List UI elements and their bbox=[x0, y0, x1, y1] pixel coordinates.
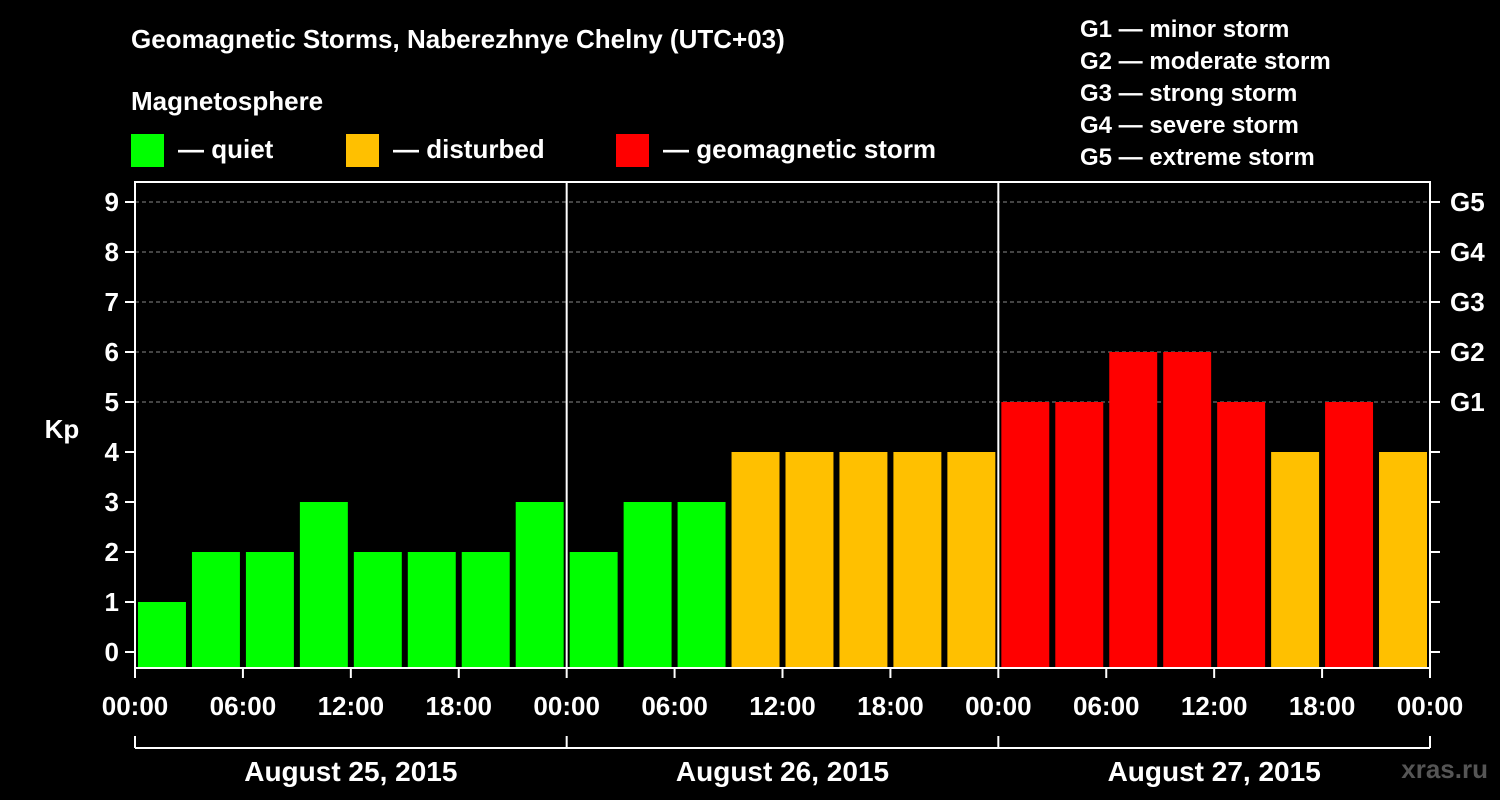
y-tick-label: 3 bbox=[105, 487, 119, 517]
y-tick-label: 4 bbox=[105, 437, 120, 467]
day-label: August 25, 2015 bbox=[244, 756, 457, 787]
y-tick-label: 6 bbox=[105, 337, 119, 367]
x-tick-label: 12:00 bbox=[318, 691, 385, 721]
legend-swatch-storm bbox=[616, 134, 649, 167]
x-tick-label: 18:00 bbox=[426, 691, 493, 721]
kp-bar bbox=[569, 552, 618, 668]
kp-bar bbox=[1325, 402, 1374, 668]
kp-bar bbox=[1379, 452, 1427, 668]
y-tick-label: 7 bbox=[105, 287, 119, 317]
kp-bar bbox=[1163, 352, 1212, 668]
storm-level-g4: G4 — severe storm bbox=[1080, 112, 1299, 139]
kp-bar bbox=[515, 502, 564, 668]
kp-bar bbox=[1271, 452, 1320, 668]
x-tick-label: 00:00 bbox=[533, 691, 600, 721]
storm-level-g3: G3 — strong storm bbox=[1080, 80, 1298, 107]
g-level-label: G2 bbox=[1450, 337, 1485, 367]
x-tick-label: 18:00 bbox=[1289, 691, 1356, 721]
g-level-label: G4 bbox=[1450, 237, 1485, 267]
kp-bar bbox=[1109, 352, 1158, 668]
y-tick-label: 0 bbox=[105, 637, 119, 667]
kp-bar bbox=[299, 502, 348, 668]
x-tick-label: 06:00 bbox=[1073, 691, 1140, 721]
legend-label-disturbed: — disturbed bbox=[393, 134, 545, 164]
x-tick-label: 00:00 bbox=[1397, 691, 1464, 721]
kp-bar bbox=[407, 552, 456, 668]
kp-bar bbox=[353, 552, 402, 668]
legend-label-storm: — geomagnetic storm bbox=[663, 134, 937, 164]
magnetosphere-title: Magnetosphere bbox=[131, 86, 324, 116]
g-level-label: G3 bbox=[1450, 287, 1485, 317]
kp-bar bbox=[839, 452, 888, 668]
page-title: Geomagnetic Storms, Naberezhnye Chelny (… bbox=[131, 24, 785, 54]
legend-swatch-quiet bbox=[131, 134, 164, 167]
g-level-label: G5 bbox=[1450, 187, 1485, 217]
kp-bar bbox=[191, 552, 240, 668]
x-tick-label: 12:00 bbox=[1181, 691, 1248, 721]
y-tick-label: 2 bbox=[105, 537, 119, 567]
x-tick-label: 12:00 bbox=[749, 691, 816, 721]
kp-bar bbox=[731, 452, 780, 668]
storm-level-g2: G2 — moderate storm bbox=[1080, 48, 1331, 75]
y-tick-label: 9 bbox=[105, 187, 119, 217]
storm-level-g5: G5 — extreme storm bbox=[1080, 144, 1315, 171]
kp-bar bbox=[623, 502, 672, 668]
legend-swatch-disturbed bbox=[346, 134, 379, 167]
kp-bar bbox=[785, 452, 834, 668]
kp-bar bbox=[461, 552, 510, 668]
kp-bar bbox=[893, 452, 942, 668]
day-label: August 26, 2015 bbox=[676, 756, 889, 787]
x-tick-label: 00:00 bbox=[102, 691, 169, 721]
x-tick-label: 00:00 bbox=[965, 691, 1032, 721]
kp-bar bbox=[1055, 402, 1104, 668]
y-tick-label: 1 bbox=[105, 587, 119, 617]
kp-bar bbox=[677, 502, 726, 668]
y-tick-label: 8 bbox=[105, 237, 119, 267]
day-label: August 27, 2015 bbox=[1108, 756, 1321, 787]
watermark: xras.ru bbox=[1401, 754, 1488, 784]
x-tick-label: 06:00 bbox=[641, 691, 708, 721]
y-tick-label: 5 bbox=[105, 387, 119, 417]
storm-level-g1: G1 — minor storm bbox=[1080, 16, 1290, 43]
y-axis-label: Kp bbox=[45, 414, 80, 444]
g-level-label: G1 bbox=[1450, 387, 1485, 417]
x-tick-label: 18:00 bbox=[857, 691, 924, 721]
kp-bar bbox=[1001, 402, 1050, 668]
x-tick-label: 06:00 bbox=[210, 691, 277, 721]
kp-bar bbox=[1217, 402, 1266, 668]
legend-label-quiet: — quiet bbox=[178, 134, 274, 164]
kp-bar bbox=[138, 602, 186, 668]
kp-bar bbox=[947, 452, 996, 668]
kp-bar bbox=[245, 552, 294, 668]
